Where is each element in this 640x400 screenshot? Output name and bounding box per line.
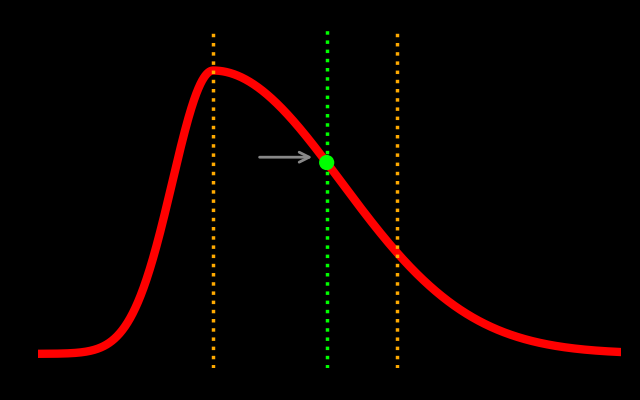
Point xyxy=(321,159,332,166)
